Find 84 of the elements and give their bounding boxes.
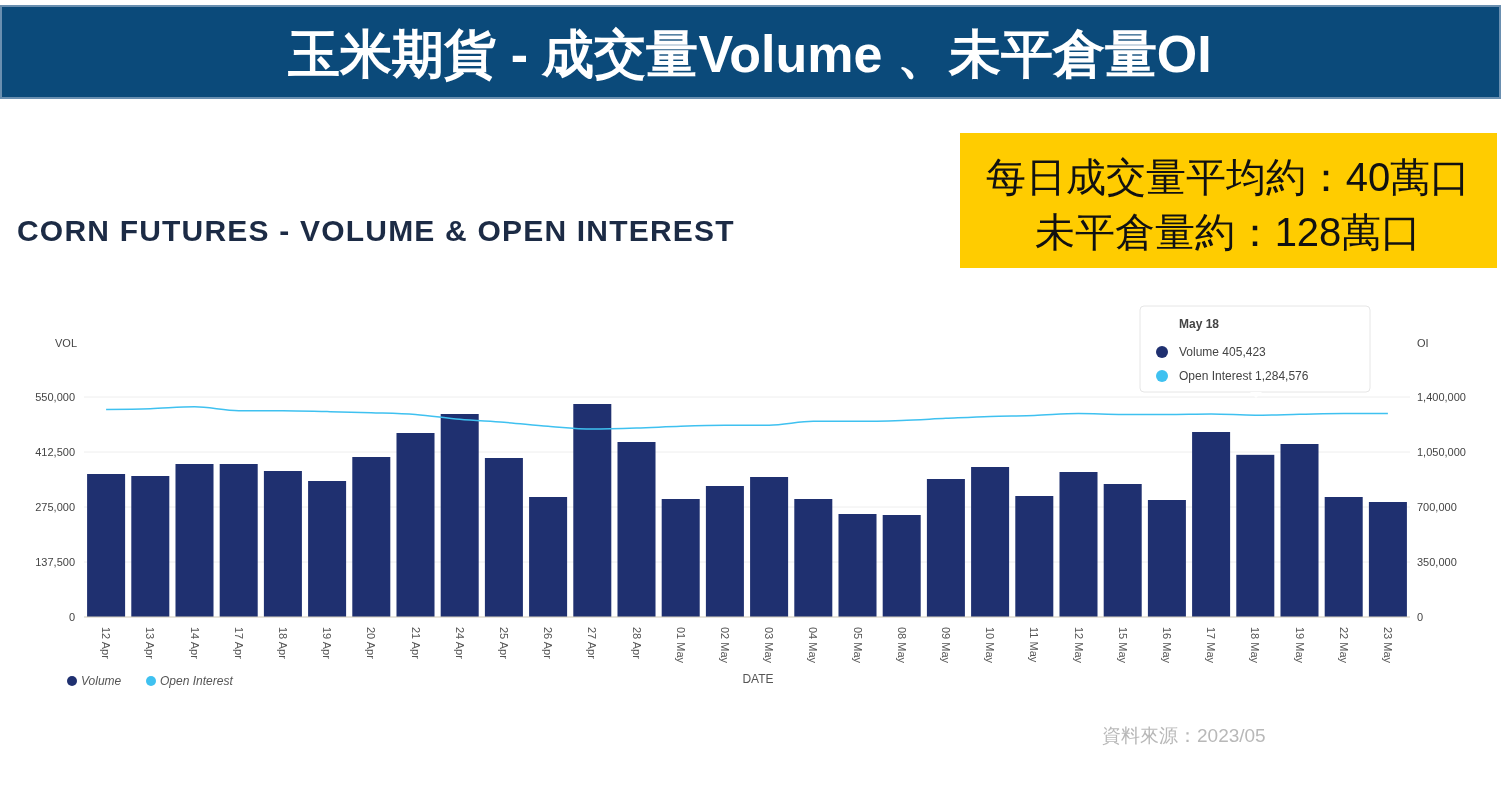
- y-tick-label: 0: [68, 610, 75, 623]
- x-tick-label: 18 May: [1249, 627, 1262, 664]
- bar: [661, 499, 700, 617]
- bar: [971, 467, 1010, 617]
- x-tick-label: 02 May: [719, 627, 732, 664]
- y-tick-label: 412,500: [35, 445, 75, 458]
- bar: [838, 514, 877, 617]
- text: Volume 405,423: [1179, 345, 1267, 360]
- bar: [573, 404, 612, 617]
- bar: [926, 479, 965, 617]
- x-tick-label: 27 Apr: [586, 627, 599, 660]
- x-tick-label: 03 May: [763, 627, 776, 664]
- x-tick-label: 26 Apr: [542, 627, 555, 660]
- y-tick-label: 550,000: [35, 390, 75, 403]
- bar: [794, 499, 833, 617]
- bar: [352, 457, 391, 617]
- y2-tick-label: 350,000: [1417, 555, 1457, 568]
- legend-label: Volume: [81, 674, 122, 689]
- bar: [440, 414, 479, 617]
- text: 每日成交量平均約：40萬口: [985, 155, 1471, 199]
- bar: [131, 476, 170, 617]
- x-tick-label: 22 May: [1337, 627, 1350, 664]
- x-axis-title: DATE: [742, 672, 774, 686]
- bar: [1059, 472, 1098, 617]
- x-tick-label: 08 May: [895, 627, 908, 664]
- bar: [882, 515, 921, 617]
- bar: [396, 433, 435, 617]
- bar: [484, 458, 523, 617]
- bar: [308, 481, 347, 617]
- x-tick-label: 28 Apr: [630, 627, 643, 660]
- bar: [1236, 454, 1275, 617]
- y-tick-label: 275,000: [35, 500, 75, 513]
- chart-subtitle: CORN FUTURES - VOLUME & OPEN INTEREST: [17, 214, 735, 247]
- text: 未平倉量約：128萬口: [1034, 210, 1422, 254]
- x-tick-label: 18 Apr: [277, 627, 290, 660]
- y2-tick-label: 1,050,000: [1417, 445, 1466, 458]
- text: May 18: [1179, 317, 1220, 331]
- legend-label: Open Interest: [160, 674, 234, 689]
- x-tick-label: 19 May: [1293, 627, 1306, 664]
- source-note: 資料來源：2023/05: [1102, 725, 1266, 746]
- x-tick-label: 10 May: [984, 627, 997, 664]
- x-tick-label: 20 Apr: [365, 627, 378, 660]
- bar: [705, 486, 744, 617]
- y2-tick-label: 0: [1417, 610, 1424, 623]
- x-tick-label: 19 Apr: [321, 627, 334, 660]
- bar: [1280, 444, 1319, 617]
- y2-tick-label: 1,400,000: [1417, 390, 1466, 403]
- bar: [263, 471, 302, 617]
- line-series: [105, 405, 1389, 430]
- x-tick-label: 12 Apr: [100, 627, 113, 660]
- x-tick-label: 11 May: [1028, 627, 1041, 663]
- y-axis-title: VOL: [55, 337, 78, 349]
- x-tick-label: 17 Apr: [232, 627, 245, 660]
- bar: [1015, 496, 1054, 617]
- x-tick-label: 01 May: [674, 627, 687, 664]
- bar: [1324, 497, 1363, 617]
- x-tick-label: 04 May: [807, 627, 820, 664]
- x-tick-label: 24 Apr: [453, 627, 466, 660]
- x-tick-label: 12 May: [1072, 627, 1085, 664]
- x-tick-label: 05 May: [851, 627, 864, 664]
- bar: [1368, 502, 1407, 617]
- y2-axis-title: OI: [1417, 337, 1429, 349]
- bar: [529, 497, 568, 617]
- x-tick-label: 15 May: [1116, 627, 1129, 664]
- x-tick-label: 21 Apr: [409, 627, 422, 660]
- bar: [1192, 432, 1231, 617]
- text: Open Interest 1,284,576: [1179, 369, 1309, 384]
- y2-tick-label: 700,000: [1417, 500, 1457, 513]
- chart-title: 玉米期貨 - 成交量Volume 、未平倉量OI: [287, 25, 1212, 83]
- bar: [750, 477, 789, 617]
- y-tick-label: 137,500: [35, 555, 75, 568]
- bar: [175, 464, 214, 617]
- x-tick-label: 16 May: [1161, 627, 1174, 664]
- bar: [1103, 484, 1142, 617]
- x-tick-label: 17 May: [1205, 627, 1218, 664]
- bar: [219, 464, 258, 617]
- bar: [1147, 500, 1186, 617]
- x-tick-label: 13 Apr: [144, 627, 157, 660]
- x-tick-label: 14 Apr: [188, 627, 201, 660]
- bar: [617, 442, 656, 617]
- bar: [87, 474, 126, 617]
- x-tick-label: 23 May: [1382, 627, 1395, 664]
- x-tick-label: 09 May: [940, 627, 953, 664]
- x-tick-label: 25 Apr: [498, 627, 511, 660]
